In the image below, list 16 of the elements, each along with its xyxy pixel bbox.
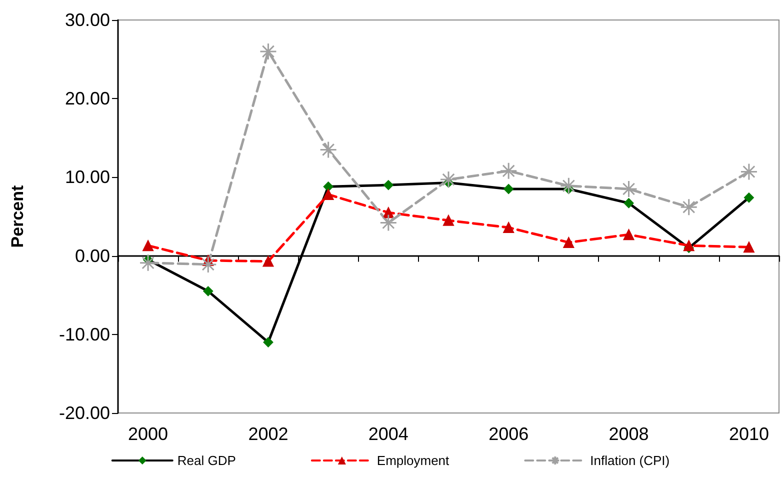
y-tick-label: 20.00 bbox=[64, 88, 110, 109]
legend-label: Employment bbox=[376, 453, 450, 468]
x-tick-label: 2006 bbox=[488, 424, 529, 444]
y-tick-label: 30.00 bbox=[64, 10, 110, 30]
y-tick-label: -20.00 bbox=[58, 403, 110, 423]
y-axis-title: Percent bbox=[8, 184, 27, 248]
y-tick-label: 10.00 bbox=[64, 167, 110, 188]
y-tick-label: -10.00 bbox=[58, 324, 110, 344]
x-tick-label: 2008 bbox=[608, 424, 649, 444]
legend-label: Inflation (CPI) bbox=[590, 453, 670, 468]
y-tick-label: 0.00 bbox=[74, 246, 110, 266]
x-tick-label: 2000 bbox=[128, 424, 168, 444]
x-tick-label: 2004 bbox=[368, 424, 408, 444]
x-tick-label: 2002 bbox=[248, 424, 288, 444]
x-tick-label: 2010 bbox=[728, 424, 769, 444]
legend-label: Real GDP bbox=[177, 453, 236, 468]
